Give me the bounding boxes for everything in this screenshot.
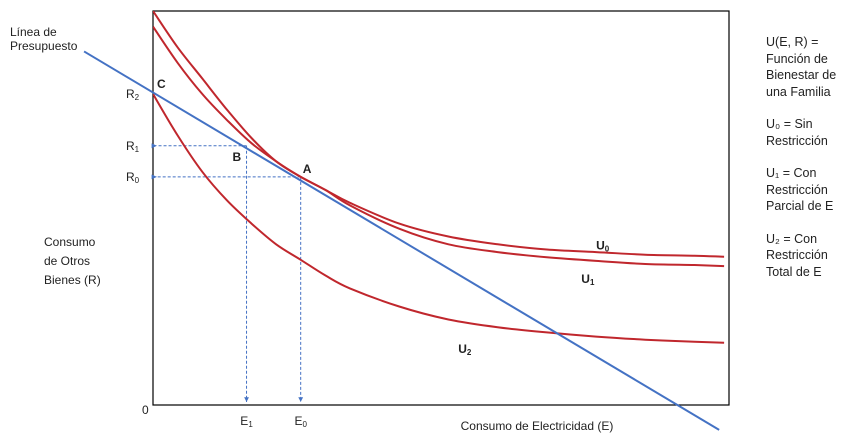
legend-item: U₂ = Con Restricción Total de E [766,231,858,281]
chart-marks: Línea de Presupuesto Consumo de Otros Bienes… [10,25,613,433]
curve-label-U0: U0 [596,238,610,253]
y-tick-R2: R2 [126,87,140,102]
plot-border [152,10,730,406]
legend: U(E, R) = Función de Bienestar de una Famil… [766,34,858,296]
legend-item: U₁ = Con Restricción Parcial de E [766,165,858,215]
curve-label-U1: U1 [581,272,595,287]
legend-item: U(E, R) = Función de Bienestar de una Famil… [766,34,858,100]
point-label-B: B [233,150,242,164]
legend-line: Total de E [766,264,822,279]
utility-curve-U0 [153,11,725,258]
budget-line-group [83,50,720,431]
utility-curve-U2 [153,93,725,344]
guide-lines [151,143,304,402]
plot-frame [152,10,730,406]
legend-line: U₁ = Con [766,166,817,180]
legend-item: U₀ = Sin Restricción [766,116,858,149]
legend-line: Restricción [766,182,828,197]
x-tick-E0: E0 [294,414,307,429]
utility-curve-U1 [153,26,725,268]
legend-line: U₀ = Sin [766,117,813,131]
budget-line [83,50,720,431]
legend-line: Bienestar de [766,68,837,82]
point-label-A: A [303,162,312,176]
legend-line: Restricción [766,133,828,148]
y-tick-R0: R0 [126,170,140,185]
curve-label-U2: U2 [458,342,472,357]
x-axis-label: Consumo de Electricidad (E) [461,419,614,433]
origin-label: 0 [142,403,149,417]
legend-line: Parcial de E [766,199,834,213]
legend-line: U₂ = Con [766,231,818,246]
y-axis-label: Consumo de Otros Bienes (R) [44,235,101,287]
legend-line: U(E, R) = [766,35,819,49]
utility-curves [153,11,725,344]
y-tick-R1: R1 [126,139,140,154]
legend-line: Función de [766,51,828,66]
budget-line-label: Línea de Presupuesto [10,25,78,53]
x-tick-E1: E1 [240,414,253,429]
legend-line: Restricción [766,248,828,262]
point-label-C: C [157,77,166,91]
legend-line: una Familia [766,84,831,99]
